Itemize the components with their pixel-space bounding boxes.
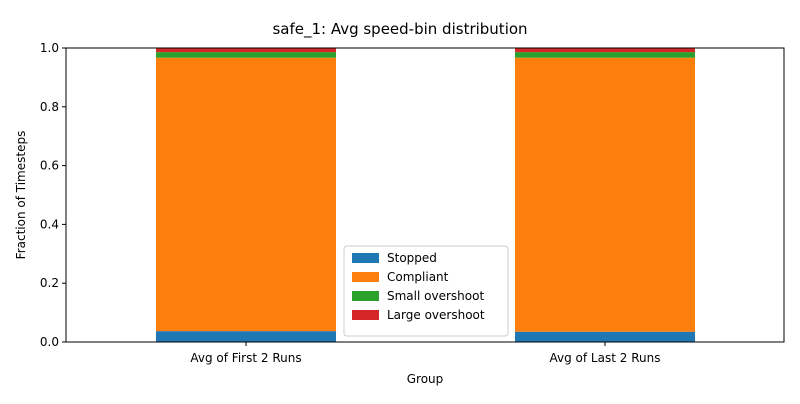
legend-label: Small overshoot — [387, 289, 484, 303]
bar-segment-2-small-overshoot — [515, 52, 695, 58]
legend-label: Stopped — [387, 251, 437, 265]
bar-segment-2-compliant — [515, 57, 695, 332]
y-tick-label: 0.2 — [40, 276, 59, 290]
x-tick-label: Avg of First 2 Runs — [190, 351, 301, 365]
x-axis-label: Group — [407, 372, 444, 386]
y-tick-label: 0.6 — [40, 159, 59, 173]
legend-swatch — [352, 291, 379, 301]
x-axis: Avg of First 2 Runs Avg of Last 2 Runs — [190, 342, 660, 365]
bar-segment-1-small-overshoot — [156, 52, 336, 58]
legend-swatch — [352, 253, 379, 263]
legend: Stopped Compliant Small overshoot Large ove… — [343, 245, 509, 337]
y-axis-label: Fraction of Timesteps — [14, 131, 28, 260]
legend-label: Large overshoot — [387, 308, 485, 322]
x-tick-label: Avg of Last 2 Runs — [550, 351, 661, 365]
y-axis: 0.0 0.2 0.4 0.6 0.8 1.0 — [40, 41, 66, 349]
y-tick-label: 0.8 — [40, 100, 59, 114]
legend-box — [343, 245, 509, 337]
bars-layer — [156, 48, 695, 342]
y-tick-label: 1.0 — [40, 41, 59, 55]
legend-swatch — [352, 272, 379, 282]
bar-segment-1-large-overshoot — [156, 48, 336, 53]
y-tick-label: 0.4 — [40, 217, 59, 231]
bar-segment-1-compliant — [156, 57, 336, 332]
legend-swatch — [352, 310, 379, 320]
bar-segment-2-stopped — [515, 331, 695, 342]
y-tick-label: 0.0 — [40, 335, 59, 349]
chart-title: safe_1: Avg speed-bin distribution — [272, 20, 527, 39]
bar-segment-2-large-overshoot — [515, 48, 695, 53]
bar-segment-1-stopped — [156, 331, 336, 342]
plot-frame — [65, 47, 785, 343]
legend-label: Compliant — [387, 270, 449, 284]
